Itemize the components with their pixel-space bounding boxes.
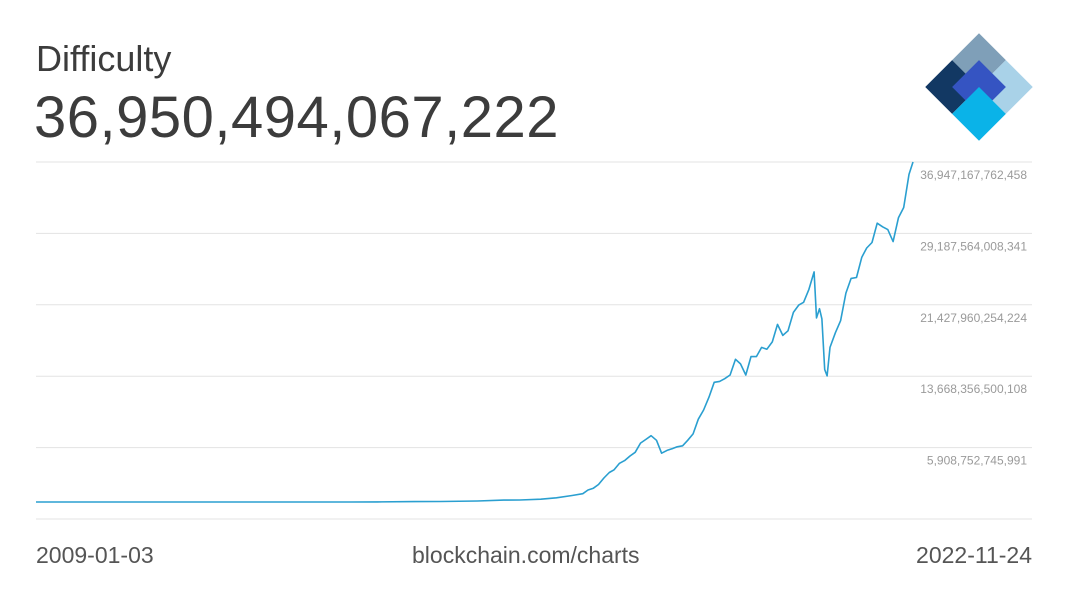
difficulty-series-line bbox=[36, 161, 914, 503]
blockchain-diamond-logo-icon bbox=[925, 33, 1033, 141]
y-tick-label: 29,187,564,008,341 bbox=[920, 239, 1027, 253]
start-date-label: 2009-01-03 bbox=[36, 542, 154, 568]
y-tick-label: 36,947,167,762,458 bbox=[920, 168, 1027, 182]
y-tick-label: 5,908,752,745,991 bbox=[927, 454, 1027, 468]
end-date-label: 2022-11-24 bbox=[916, 542, 1032, 568]
y-tick-label: 21,427,960,254,224 bbox=[920, 311, 1027, 325]
chart-title: Difficulty bbox=[36, 38, 172, 79]
y-axis-tick-labels: 36,947,167,762,458 29,187,564,008,341 21,4… bbox=[920, 168, 1027, 468]
grid-lines bbox=[36, 161, 1032, 520]
current-difficulty-value: 36,950,494,067,222 bbox=[34, 85, 560, 150]
y-tick-label: 13,668,356,500,108 bbox=[920, 382, 1027, 396]
source-label: blockchain.com/charts bbox=[412, 542, 640, 568]
